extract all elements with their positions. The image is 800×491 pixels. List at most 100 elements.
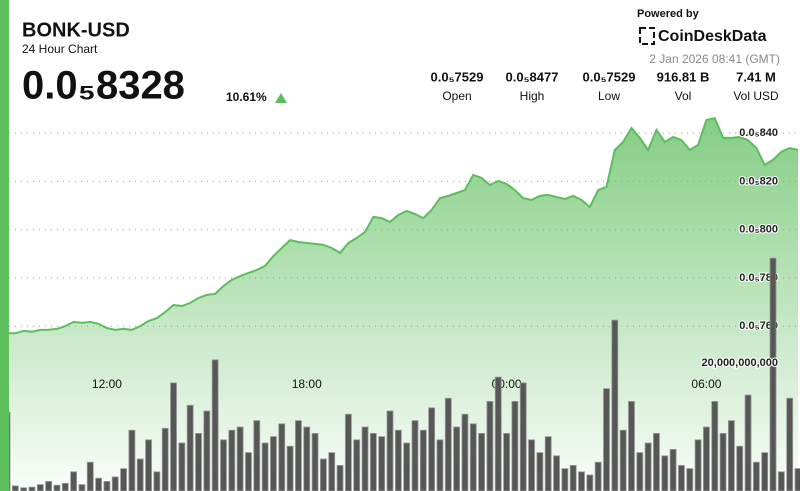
- volume-bar: [136, 458, 144, 491]
- volume-bar: [170, 382, 177, 491]
- volume-bar: [344, 413, 352, 491]
- volume-bar: [594, 461, 602, 491]
- y-tick-label: 0.0₅840: [739, 127, 778, 139]
- volume-bar: [53, 484, 61, 491]
- stat-label: Low: [598, 89, 620, 103]
- volume-bar: [220, 439, 227, 491]
- volume-bar: [544, 436, 552, 491]
- title: BONK-USD: [22, 19, 130, 41]
- stat-value: 0.0₅8477: [506, 69, 559, 84]
- y-tick-label: 0.0₅760: [739, 320, 778, 332]
- volume-bar: [369, 433, 377, 491]
- accent-strip: [0, 0, 9, 491]
- volume-bar: [128, 429, 136, 491]
- price-line: [6, 116, 799, 335]
- volume-bar: [736, 445, 744, 491]
- volume-bar: [752, 461, 760, 491]
- volume-bar: [611, 319, 619, 491]
- stat-value: 0.0₅7529: [583, 69, 636, 84]
- volume-bar: [744, 394, 752, 491]
- volume-bar: [45, 481, 53, 491]
- volume-bar: [328, 452, 336, 491]
- volume-bar: [286, 445, 294, 491]
- y-tick-label: 0.0₅780: [739, 272, 778, 284]
- volume-bar: [411, 420, 419, 491]
- volume-bar: [178, 442, 186, 491]
- volume-bar: [653, 433, 660, 491]
- volume-bar: [761, 452, 769, 491]
- volume-bar: [78, 484, 86, 491]
- volume-bar: [95, 477, 102, 491]
- stat-label: Open: [442, 89, 471, 103]
- volume-bar: [403, 442, 411, 491]
- volume-bar: [644, 442, 652, 491]
- volume-bar: [469, 423, 477, 491]
- volume-bar: [511, 401, 519, 491]
- price: 0.0₅8328: [22, 64, 185, 108]
- volume-bar: [419, 429, 427, 491]
- volume-bar: [195, 433, 202, 491]
- timestamp: 2 Jan 2026 08:41 (GMT): [649, 52, 780, 66]
- volume-bar: [436, 439, 444, 491]
- volume-bar: [661, 455, 669, 491]
- volume-bar: [153, 471, 161, 491]
- change: 10.61%: [226, 90, 267, 104]
- volume-bar: [361, 426, 369, 491]
- volume-bar: [253, 420, 261, 491]
- volume-bar: [727, 420, 735, 491]
- volume-bar: [319, 458, 327, 491]
- stat-value: 916.81 B: [657, 69, 710, 84]
- volume-bar: [236, 426, 244, 491]
- volume-bar: [669, 449, 677, 491]
- volume-bar: [586, 474, 594, 491]
- x-tick-label: 06:00: [691, 377, 721, 391]
- brand: CoinDeskData: [658, 28, 767, 45]
- volume-bar: [11, 485, 19, 491]
- volume-bar: [36, 484, 44, 491]
- volume-bar: [561, 468, 569, 491]
- area-fill: [7, 118, 798, 491]
- volume-bar: [694, 439, 702, 491]
- y-tick-label: 0.0₅820: [739, 175, 778, 187]
- volume-bar: [686, 468, 694, 491]
- volume-bar: [528, 439, 535, 491]
- volume-bar: [569, 465, 577, 491]
- volume-bar: [270, 436, 277, 491]
- volume-bar: [228, 429, 236, 491]
- volume-bar: [70, 471, 78, 491]
- volume-bar: [711, 401, 719, 491]
- volume-bar: [603, 388, 610, 491]
- logo-icon: [639, 27, 655, 45]
- stat-label: High: [520, 89, 545, 103]
- volume-bar: [211, 359, 219, 491]
- volume-bar: [769, 257, 777, 491]
- stat-label: Vol: [675, 89, 692, 103]
- volume-bar: [678, 465, 685, 491]
- y-tick-label: 20,000,000,000: [702, 357, 778, 369]
- volume-bar: [519, 382, 527, 491]
- volume-bar: [145, 439, 152, 491]
- volume-bar: [636, 452, 644, 491]
- volume-bar: [503, 433, 510, 491]
- volume-bar: [553, 455, 560, 491]
- volume-bar: [386, 410, 394, 491]
- stat-label: Vol USD: [733, 89, 779, 103]
- volume-bar: [245, 452, 252, 491]
- volume-bar: [278, 423, 286, 491]
- powered-by: Powered by: [637, 8, 700, 20]
- volume-bar: [578, 471, 585, 491]
- volume-bar: [628, 401, 635, 491]
- stat-value: 0.0₅7529: [431, 69, 484, 84]
- volume-bar: [486, 401, 494, 491]
- volume-bar: [303, 426, 311, 491]
- volume-bar: [28, 486, 36, 491]
- volume-bar: [478, 433, 486, 491]
- volume-bar: [494, 376, 502, 491]
- volume-bar: [536, 452, 544, 491]
- subtitle: 24 Hour Chart: [22, 42, 98, 56]
- volume-bar: [61, 482, 69, 491]
- volume-bar: [428, 407, 436, 491]
- x-tick-label: 12:00: [92, 377, 122, 391]
- volume-bar: [394, 429, 402, 491]
